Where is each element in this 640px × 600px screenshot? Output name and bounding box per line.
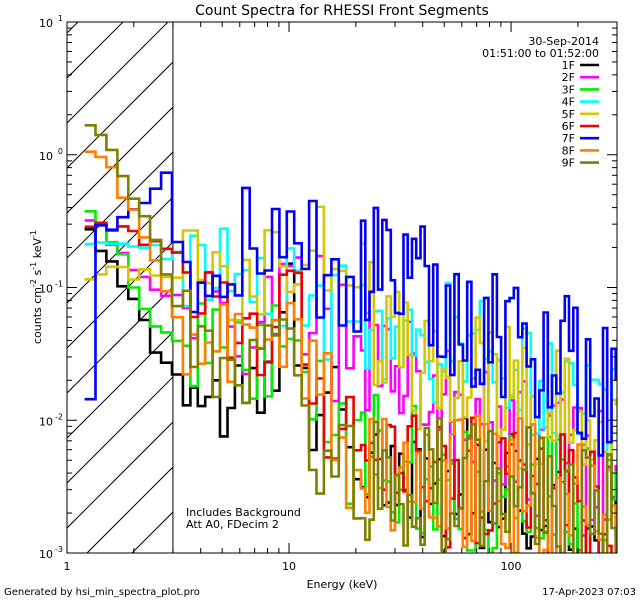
legend-label-6F: 6F xyxy=(562,120,575,133)
x-axis-label: Energy (keV) xyxy=(307,578,378,591)
note-background: Includes Background xyxy=(186,506,301,519)
series-layer xyxy=(84,22,617,553)
y-axis-label: counts cm-2 s-1 keV-1 xyxy=(29,230,44,344)
legend-label-9F: 9F xyxy=(562,157,575,170)
x-tick-label: 10 xyxy=(282,560,296,573)
series-7F xyxy=(84,171,617,457)
chart-title: Count Spectra for RHESSI Front Segments xyxy=(195,3,489,19)
legend-label-8F: 8F xyxy=(562,144,575,157)
y-tick-exponent: 1 xyxy=(58,14,63,23)
hatch-line xyxy=(67,151,173,259)
y-tick-label: 10 xyxy=(39,415,53,428)
y-tick-label: 10 xyxy=(39,17,53,30)
note-attenuator: Att A0, FDecim 2 xyxy=(186,518,279,531)
legend-label-1F: 1F xyxy=(562,59,575,72)
y-tick-exponent: -2 xyxy=(55,412,63,421)
hatch-line xyxy=(67,22,124,79)
legend-label-2F: 2F xyxy=(562,71,575,84)
time-range-label: 01:51:00 to 01:52:00 xyxy=(482,47,599,60)
footer-generated-by: Generated by hsi_min_spectra_plot.pro xyxy=(4,587,200,598)
y-tick-exponent: 0 xyxy=(58,147,63,156)
y-tick-exponent: -1 xyxy=(55,280,63,289)
x-tick-label: 1 xyxy=(64,560,71,573)
y-tick-label: 10 xyxy=(39,283,53,296)
hatch-line xyxy=(67,376,173,484)
legend-label-7F: 7F xyxy=(562,132,575,145)
y-tick-label: 10 xyxy=(39,150,53,163)
legend-label-4F: 4F xyxy=(562,96,575,109)
axis-ticks xyxy=(66,22,618,554)
series-9F xyxy=(84,124,617,553)
legend-label-5F: 5F xyxy=(562,108,575,121)
footer-timestamp: 17-Apr-2023 07:03 xyxy=(542,587,636,598)
legend-label-3F: 3F xyxy=(562,83,575,96)
hatch-line xyxy=(67,421,173,529)
hatch-line xyxy=(67,22,169,124)
y-tick-label: 10 xyxy=(39,548,53,561)
date-label: 30-Sep-2014 xyxy=(528,35,599,48)
y-tick-exponent: -3 xyxy=(55,545,63,554)
x-tick-label: 100 xyxy=(501,560,522,573)
